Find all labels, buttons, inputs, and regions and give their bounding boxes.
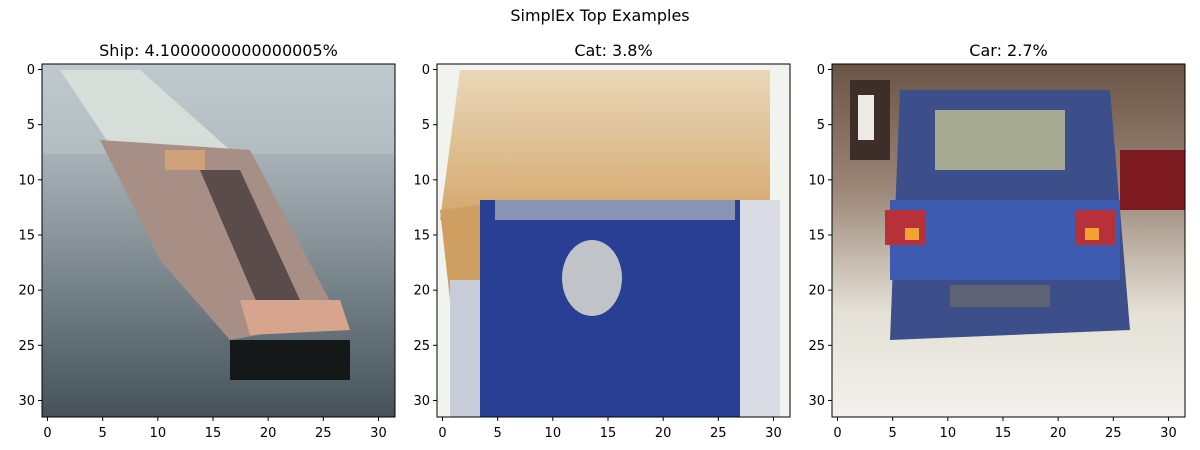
ytick-label: 0 bbox=[422, 63, 430, 78]
xtick-label: 5 bbox=[494, 426, 502, 441]
ytick-label: 20 bbox=[808, 284, 825, 299]
xtick-label: 0 bbox=[43, 426, 51, 441]
ytick-label: 15 bbox=[413, 228, 430, 243]
ytick-label: 25 bbox=[808, 339, 825, 354]
ytick-label: 25 bbox=[413, 339, 430, 354]
xtick-label: 25 bbox=[315, 426, 332, 441]
xtick-label: 0 bbox=[833, 426, 841, 441]
ship-ticks: 0 5 10 15 20 25 30 0 5 10 15 20 25 30 bbox=[18, 63, 386, 441]
cat-ticks: 0 5 10 15 20 25 30 0 5 10 15 20 25 30 bbox=[413, 63, 781, 441]
xtick-label: 15 bbox=[995, 426, 1012, 441]
cat-axes-frame bbox=[436, 63, 791, 418]
car-ticks: 0 5 10 15 20 25 30 0 5 10 15 20 25 30 bbox=[808, 63, 1176, 441]
cat-image bbox=[437, 64, 790, 417]
ytick-label: 0 bbox=[817, 63, 825, 78]
ytick-label: 30 bbox=[808, 394, 825, 409]
ytick-label: 25 bbox=[18, 339, 35, 354]
xtick-label: 30 bbox=[370, 426, 387, 441]
ytick-label: 10 bbox=[413, 173, 430, 188]
cat-title: Cat: 3.8% bbox=[574, 41, 652, 60]
ytick-label: 30 bbox=[18, 394, 35, 409]
xtick-label: 25 bbox=[710, 426, 727, 441]
ship-axes-frame bbox=[41, 63, 396, 418]
xtick-label: 25 bbox=[1105, 426, 1122, 441]
xtick-label: 20 bbox=[655, 426, 672, 441]
ytick-label: 5 bbox=[817, 118, 825, 133]
xtick-label: 10 bbox=[545, 426, 562, 441]
ship-image bbox=[42, 64, 395, 417]
panel-cat: Cat: 3.8% 0 5 10 15 20 25 30 0 5 10 15 20 25 30 bbox=[413, 41, 791, 441]
xtick-label: 15 bbox=[205, 426, 222, 441]
ytick-label: 20 bbox=[18, 284, 35, 299]
ytick-label: 5 bbox=[27, 118, 35, 133]
xtick-label: 0 bbox=[438, 426, 446, 441]
ytick-label: 5 bbox=[422, 118, 430, 133]
ytick-label: 10 bbox=[18, 173, 35, 188]
xtick-label: 5 bbox=[99, 426, 107, 441]
ytick-label: 20 bbox=[413, 284, 430, 299]
ytick-label: 10 bbox=[808, 173, 825, 188]
ytick-label: 15 bbox=[808, 228, 825, 243]
xtick-label: 5 bbox=[889, 426, 897, 441]
xtick-label: 10 bbox=[940, 426, 957, 441]
xtick-label: 10 bbox=[150, 426, 167, 441]
panel-ship: Ship: 4.1000000000000005% 0 5 10 15 20 25 30 0 5… bbox=[18, 41, 396, 441]
car-image bbox=[832, 64, 1185, 417]
panel-car: Car: 2.7% 0 5 10 15 20 25 30 0 5 10 15 20 25 30 bbox=[808, 41, 1186, 441]
xtick-label: 30 bbox=[1160, 426, 1177, 441]
xtick-label: 30 bbox=[765, 426, 782, 441]
ytick-label: 0 bbox=[27, 63, 35, 78]
ytick-label: 30 bbox=[413, 394, 430, 409]
figure-suptitle: SimplEx Top Examples bbox=[510, 6, 690, 25]
xtick-label: 15 bbox=[600, 426, 617, 441]
ytick-label: 15 bbox=[18, 228, 35, 243]
ship-title: Ship: 4.1000000000000005% bbox=[99, 41, 338, 60]
car-title: Car: 2.7% bbox=[969, 41, 1047, 60]
xtick-label: 20 bbox=[1050, 426, 1067, 441]
xtick-label: 20 bbox=[260, 426, 277, 441]
car-axes-frame bbox=[831, 63, 1186, 418]
